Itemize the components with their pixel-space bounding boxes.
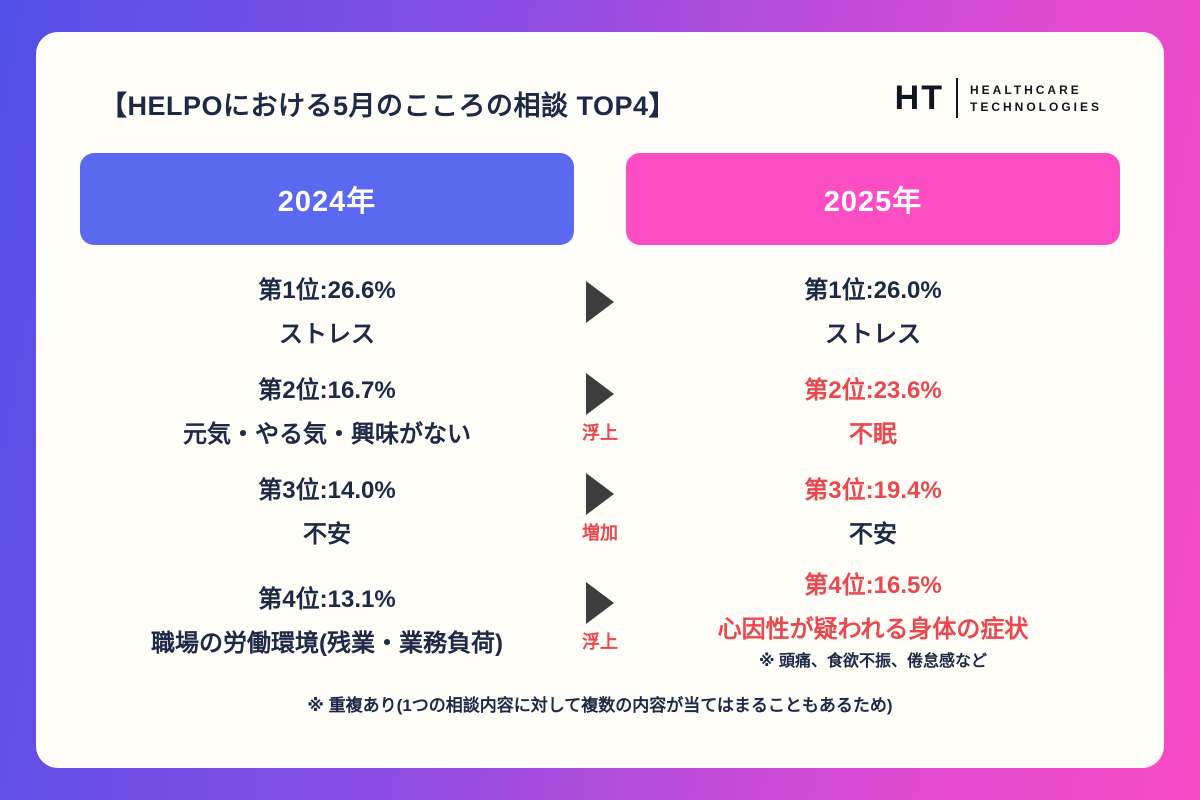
logo-monogram: HT [894,78,944,117]
symptom-note: ※ 頭痛、食欲不振、倦怠感など [758,653,987,670]
year-header-2024: 2024年 [80,153,574,245]
change-note: 浮上 [582,423,618,443]
rank-text: 第2位:16.7% [258,376,396,404]
change-note: 浮上 [582,632,618,652]
entry-2025-rank2: 第2位:23.6% 不眠 [626,365,1120,453]
footnote: ※ 重複あり(1つの相談内容に対して複数の内容が当てはまることもあるため) [307,696,893,715]
rank-text: 第3位:14.0% [258,476,396,504]
right-arrow-icon [586,473,614,515]
year-header-2025: 2025年 [626,153,1120,245]
change-indicator-4: 浮上 [574,565,626,671]
category-text: 不安 [303,520,351,548]
category-text: 職場の労働環境(残業・業務負荷) [151,629,503,657]
logo-wordmark: HEALTHCARE TECHNOLOGIES [970,83,1102,114]
rank-text: 第2位:23.6% [804,376,942,404]
year-2025-label: 2025年 [823,186,923,218]
right-arrow-icon [586,582,614,624]
logo-divider [955,78,958,118]
logo-line2: TECHNOLOGIES [969,99,1102,114]
right-arrow-icon [586,373,614,415]
change-note: 増加 [582,523,618,543]
change-indicator-2: 浮上 [574,365,626,453]
rank-text: 第3位:19.4% [804,476,942,504]
entry-2025-rank3: 第3位:19.4% 不安 [626,465,1120,553]
logo-line1: HEALTHCARE [969,82,1082,97]
rank-text: 第1位:26.0% [804,276,942,304]
entry-2024-rank4: 第4位:13.1% 職場の労働環境(残業・業務負荷) [80,565,574,671]
right-arrow-icon [586,281,614,323]
entry-2025-rank4: 第4位:16.5% 心因性が疑われる身体の症状 ※ 頭痛、食欲不振、倦怠感など [626,565,1120,671]
category-text: ストレス [279,320,375,348]
rank-text: 第1位:26.6% [258,276,396,304]
rank-text: 第4位:13.1% [258,585,396,613]
category-text: 心因性が疑われる身体の症状 [717,616,1029,643]
rank-text: 第4位:16.5% [804,572,942,599]
category-text: ストレス [825,320,921,348]
header-spacer [574,153,626,245]
category-text: 不眠 [849,420,897,448]
entry-2024-rank1: 第1位:26.6% ストレス [80,265,574,353]
entry-2024-rank3: 第3位:14.0% 不安 [80,465,574,553]
comparison-grid: 2024年 2025年 第1位:26.6% ストレス 第1位:26.0% ストレ… [80,153,1120,671]
entry-2024-rank2: 第2位:16.7% 元気・やる気・興味がない [80,365,574,453]
company-logo: HT HEALTHCARE TECHNOLOGIES [895,78,1102,118]
header-row: 【HELPOにおける5月のこころの相談 TOP4】 HT HEALTHCARE … [80,78,1120,123]
change-indicator-3: 増加 [574,465,626,553]
year-2024-label: 2024年 [277,186,377,218]
change-indicator-1 [574,265,626,353]
category-text: 不安 [849,520,897,548]
entry-2025-rank1: 第1位:26.0% ストレス [626,265,1120,353]
page-title: 【HELPOにおける5月のこころの相談 TOP4】 [100,91,677,121]
category-text: 元気・やる気・興味がない [183,420,471,448]
card: 【HELPOにおける5月のこころの相談 TOP4】 HT HEALTHCARE … [36,32,1164,768]
